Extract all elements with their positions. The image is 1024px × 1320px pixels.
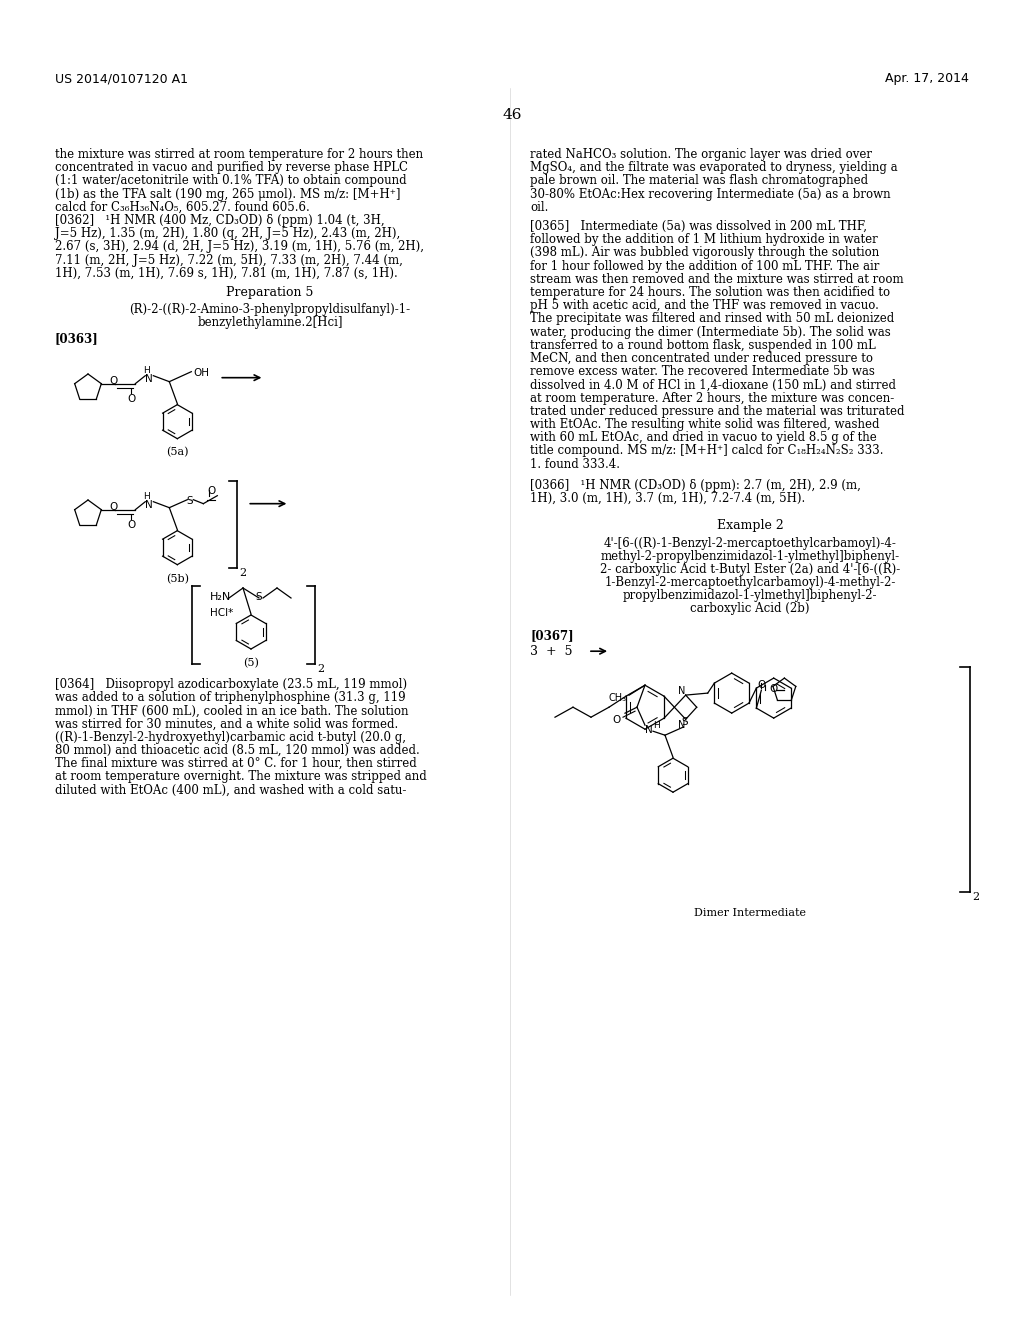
Text: [0362]   ¹H NMR (400 Mz, CD₃OD) δ (ppm) 1.04 (t, 3H,: [0362] ¹H NMR (400 Mz, CD₃OD) δ (ppm) 1.…	[55, 214, 385, 227]
Text: Example 2: Example 2	[717, 519, 783, 532]
Text: pH 5 with acetic acid, and the THF was removed in vacuo.: pH 5 with acetic acid, and the THF was r…	[530, 300, 879, 313]
Text: Preparation 5: Preparation 5	[226, 286, 313, 300]
Text: transferred to a round bottom flask, suspended in 100 mL: transferred to a round bottom flask, sus…	[530, 339, 876, 352]
Text: 1. found 333.4.: 1. found 333.4.	[530, 458, 620, 471]
Text: 3  +  5: 3 + 5	[530, 645, 572, 659]
Text: (1:1 water/acetonitrile with 0.1% TFA) to obtain compound: (1:1 water/acetonitrile with 0.1% TFA) t…	[55, 174, 407, 187]
Text: for 1 hour followed by the addition of 100 mL THF. The air: for 1 hour followed by the addition of 1…	[530, 260, 880, 273]
Text: carboxylic Acid (2b): carboxylic Acid (2b)	[690, 602, 810, 615]
Text: HCl*: HCl*	[210, 609, 233, 618]
Text: H₂N: H₂N	[210, 591, 231, 602]
Text: S: S	[186, 496, 193, 506]
Text: OH: OH	[194, 368, 209, 378]
Text: O: O	[758, 680, 766, 690]
Text: mmol) in THF (600 mL), cooled in an ice bath. The solution: mmol) in THF (600 mL), cooled in an ice …	[55, 705, 409, 717]
Text: US 2014/0107120 A1: US 2014/0107120 A1	[55, 73, 188, 84]
Text: (5b): (5b)	[166, 574, 188, 583]
Text: (R)-2-((R)-2-Amino-3-phenylpropyldisulfanyl)-1-: (R)-2-((R)-2-Amino-3-phenylpropyldisulfa…	[129, 304, 411, 315]
Text: O: O	[769, 684, 777, 694]
Text: trated under reduced pressure and the material was triturated: trated under reduced pressure and the ma…	[530, 405, 904, 418]
Text: [0366]   ¹H NMR (CD₃OD) δ (ppm): 2.7 (m, 2H), 2.9 (m,: [0366] ¹H NMR (CD₃OD) δ (ppm): 2.7 (m, 2…	[530, 479, 861, 492]
Text: ((R)-1-Benzyl-2-hydroxyethyl)carbamic acid t-butyl (20.0 g,: ((R)-1-Benzyl-2-hydroxyethyl)carbamic ac…	[55, 731, 406, 743]
Text: 80 mmol) and thioacetic acid (8.5 mL, 120 mmol) was added.: 80 mmol) and thioacetic acid (8.5 mL, 12…	[55, 744, 420, 756]
Text: [0363]: [0363]	[55, 333, 98, 345]
Text: N: N	[145, 500, 153, 510]
Text: H: H	[653, 721, 659, 730]
Text: temperature for 24 hours. The solution was then acidified to: temperature for 24 hours. The solution w…	[530, 286, 890, 300]
Text: water, producing the dimer (Intermediate 5b). The solid was: water, producing the dimer (Intermediate…	[530, 326, 891, 339]
Text: The final mixture was stirred at 0° C. for 1 hour, then stirred: The final mixture was stirred at 0° C. f…	[55, 758, 417, 770]
Text: rated NaHCO₃ solution. The organic layer was dried over: rated NaHCO₃ solution. The organic layer…	[530, 148, 872, 161]
Text: dissolved in 4.0 M of HCl in 1,4-dioxane (150 mL) and stirred: dissolved in 4.0 M of HCl in 1,4-dioxane…	[530, 379, 896, 392]
Text: [0365]   Intermediate (5a) was dissolved in 200 mL THF,: [0365] Intermediate (5a) was dissolved i…	[530, 220, 867, 234]
Text: 1H), 3.0 (m, 1H), 3.7 (m, 1H), 7.2-7.4 (m, 5H).: 1H), 3.0 (m, 1H), 3.7 (m, 1H), 7.2-7.4 (…	[530, 492, 805, 506]
Text: 2: 2	[317, 664, 325, 675]
Text: O: O	[110, 376, 118, 385]
Text: 1-Benzyl-2-mercaptoethylcarbamoyl)-4-methyl-2-: 1-Benzyl-2-mercaptoethylcarbamoyl)-4-met…	[604, 577, 896, 589]
Text: 2.67 (s, 3H), 2.94 (d, 2H, J=5 Hz), 3.19 (m, 1H), 5.76 (m, 2H),: 2.67 (s, 3H), 2.94 (d, 2H, J=5 Hz), 3.19…	[55, 240, 424, 253]
Text: 2: 2	[972, 892, 979, 902]
Text: MeCN, and then concentrated under reduced pressure to: MeCN, and then concentrated under reduce…	[530, 352, 873, 366]
Text: O: O	[127, 393, 135, 404]
Text: concentrated in vacuo and purified by reverse phase HPLC: concentrated in vacuo and purified by re…	[55, 161, 408, 174]
Text: S: S	[682, 717, 688, 727]
Text: propylbenzimidazol-1-ylmethyl]biphenyl-2-: propylbenzimidazol-1-ylmethyl]biphenyl-2…	[623, 589, 878, 602]
Text: title compound. MS m/z: [M+H⁺] calcd for C₁₈H₂₄N₂S₂ 333.: title compound. MS m/z: [M+H⁺] calcd for…	[530, 445, 884, 458]
Text: MgSO₄, and the filtrate was evaporated to dryness, yielding a: MgSO₄, and the filtrate was evaporated t…	[530, 161, 898, 174]
Text: 30-80% EtOAc:Hex recovering Intermediate (5a) as a brown: 30-80% EtOAc:Hex recovering Intermediate…	[530, 187, 891, 201]
Text: (1b) as the TFA salt (190 mg, 265 μmol). MS m/z: [M+H⁺]: (1b) as the TFA salt (190 mg, 265 μmol).…	[55, 187, 400, 201]
Text: J=5 Hz), 1.35 (m, 2H), 1.80 (q, 2H, J=5 Hz), 2.43 (m, 2H),: J=5 Hz), 1.35 (m, 2H), 1.80 (q, 2H, J=5 …	[55, 227, 400, 240]
Text: calcd for C₃₆H₃₆N₄O₅, 605.27. found 605.6.: calcd for C₃₆H₃₆N₄O₅, 605.27. found 605.…	[55, 201, 309, 214]
Text: benzylethylamine.2[Hci]: benzylethylamine.2[Hci]	[198, 315, 343, 329]
Text: Dimer Intermediate: Dimer Intermediate	[694, 908, 806, 919]
Text: methyl-2-propylbenzimidazol-1-ylmethyl]biphenyl-: methyl-2-propylbenzimidazol-1-ylmethyl]b…	[600, 550, 899, 564]
Text: at room temperature overnight. The mixture was stripped and: at room temperature overnight. The mixtu…	[55, 771, 427, 783]
Text: N: N	[145, 374, 153, 384]
Text: [0367]: [0367]	[530, 630, 573, 643]
Text: diluted with EtOAc (400 mL), and washed with a cold satu-: diluted with EtOAc (400 mL), and washed …	[55, 784, 407, 796]
Text: O: O	[110, 502, 118, 512]
Text: stream was then removed and the mixture was stirred at room: stream was then removed and the mixture …	[530, 273, 903, 286]
Text: 46: 46	[502, 108, 522, 121]
Text: the mixture was stirred at room temperature for 2 hours then: the mixture was stirred at room temperat…	[55, 148, 423, 161]
Text: (398 mL). Air was bubbled vigorously through the solution: (398 mL). Air was bubbled vigorously thr…	[530, 247, 880, 260]
Text: [0364]   Diisopropyl azodicarboxylate (23.5 mL, 119 mmol): [0364] Diisopropyl azodicarboxylate (23.…	[55, 678, 408, 690]
Text: remove excess water. The recovered Intermediate 5b was: remove excess water. The recovered Inter…	[530, 366, 874, 379]
Text: S: S	[256, 591, 262, 602]
Text: (5a): (5a)	[166, 446, 188, 457]
Text: H: H	[143, 491, 150, 500]
Text: with 60 mL EtOAc, and dried in vacuo to yield 8.5 g of the: with 60 mL EtOAc, and dried in vacuo to …	[530, 432, 877, 445]
Text: H: H	[143, 366, 150, 375]
Text: The precipitate was filtered and rinsed with 50 mL deionized: The precipitate was filtered and rinsed …	[530, 313, 894, 326]
Text: N: N	[678, 686, 685, 696]
Text: oil.: oil.	[530, 201, 549, 214]
Text: 7.11 (m, 2H, J=5 Hz), 7.22 (m, 5H), 7.33 (m, 2H), 7.44 (m,: 7.11 (m, 2H, J=5 Hz), 7.22 (m, 5H), 7.33…	[55, 253, 402, 267]
Text: O: O	[612, 715, 621, 725]
Text: with EtOAc. The resulting white solid was filtered, washed: with EtOAc. The resulting white solid wa…	[530, 418, 880, 432]
Text: was added to a solution of triphenylphosphine (31.3 g, 119: was added to a solution of triphenylphos…	[55, 692, 406, 704]
Text: 2- carboxylic Acid t-Butyl Ester (2a) and 4'-[6-((R)-: 2- carboxylic Acid t-Butyl Ester (2a) an…	[600, 564, 900, 577]
Text: 4'-[6-((R)-1-Benzyl-2-mercaptoethylcarbamoyl)-4-: 4'-[6-((R)-1-Benzyl-2-mercaptoethylcarba…	[603, 537, 896, 550]
Text: was stirred for 30 minutes, and a white solid was formed.: was stirred for 30 minutes, and a white …	[55, 718, 398, 730]
Text: O: O	[207, 486, 215, 496]
Text: at room temperature. After 2 hours, the mixture was concen-: at room temperature. After 2 hours, the …	[530, 392, 894, 405]
Text: N: N	[678, 721, 685, 730]
Text: followed by the addition of 1 M lithium hydroxide in water: followed by the addition of 1 M lithium …	[530, 234, 878, 247]
Text: N: N	[645, 725, 652, 735]
Text: O: O	[127, 520, 135, 529]
Text: CH₃: CH₃	[609, 693, 627, 704]
Text: pale brown oil. The material was flash chromatographed: pale brown oil. The material was flash c…	[530, 174, 868, 187]
Text: Apr. 17, 2014: Apr. 17, 2014	[885, 73, 969, 84]
Text: (5): (5)	[243, 657, 259, 668]
Text: 2: 2	[240, 568, 247, 578]
Text: 1H), 7.53 (m, 1H), 7.69 s, 1H), 7.81 (m, 1H), 7.87 (s, 1H).: 1H), 7.53 (m, 1H), 7.69 s, 1H), 7.81 (m,…	[55, 267, 397, 280]
